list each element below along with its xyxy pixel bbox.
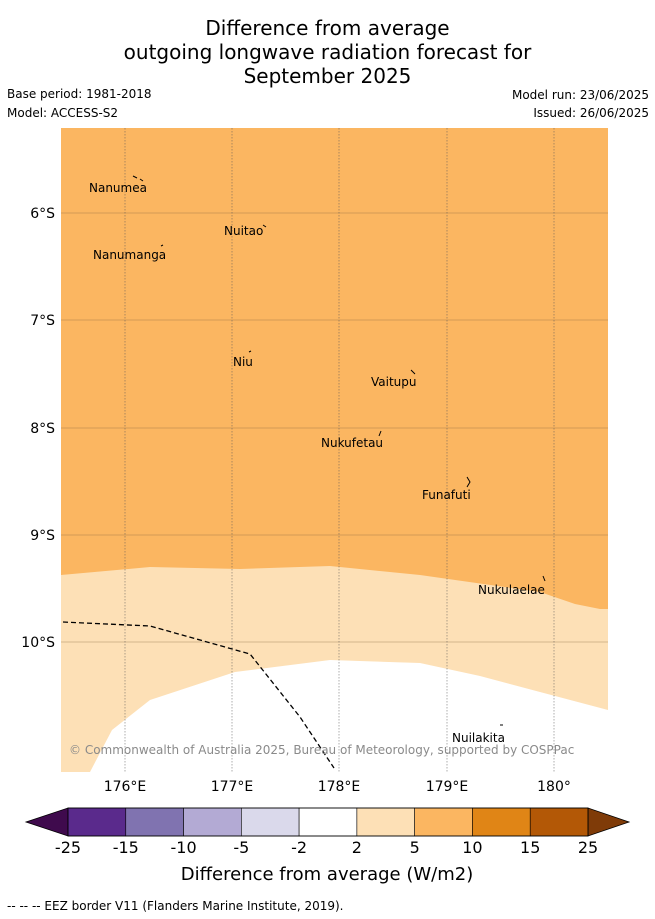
colorbar-outline — [67, 807, 589, 837]
title-line-1: Difference from average — [205, 16, 450, 40]
map-area: Nanumea Nuitao Nanumanga Niu Vaitupu Nuk… — [61, 128, 608, 772]
place-funafuti: Funafuti — [422, 488, 471, 502]
place-nuitao: Nuitao — [224, 224, 263, 238]
lon-tick-177e: 177°E — [211, 779, 254, 795]
model-name: Model: ACCESS-S2 — [7, 106, 119, 120]
title-line-2: outgoing longwave radiation forecast for — [123, 40, 532, 64]
lon-tick-178e: 178°E — [318, 779, 361, 795]
colorbar-box-7 — [472, 807, 531, 837]
colorbar-title: Difference from average (W/m2) — [181, 864, 473, 885]
colorbar-tick-label: 5 — [410, 838, 420, 857]
colorbar-box-1 — [125, 807, 184, 837]
colorbar-box-0 — [67, 807, 127, 837]
eez-footnote: -- -- -- EEZ border V11 (Flanders Marine… — [7, 899, 344, 913]
colorbar-box-6 — [414, 807, 473, 837]
place-nukufetau: Nukufetau — [321, 436, 383, 450]
place-nanumanga: Nanumanga — [93, 248, 166, 262]
colorbar-tick-label: -15 — [113, 838, 139, 857]
colorbar-tick-label: 10 — [462, 838, 482, 857]
lon-tick-179e: 179°E — [426, 779, 469, 795]
lat-tick-10s: 10°S — [21, 635, 55, 651]
colorbar-tick-label: -2 — [291, 838, 307, 857]
lon-tick-176e: 176°E — [104, 779, 147, 795]
place-nanumea: Nanumea — [89, 181, 147, 195]
lat-tick-6s: 6°S — [30, 206, 55, 222]
colorbar-tick-label: 15 — [520, 838, 540, 857]
colorbar-box-3 — [241, 807, 300, 837]
lat-tick-7s: 7°S — [30, 313, 55, 329]
colorbar-box-4 — [298, 807, 358, 837]
lat-axis: 6°S 7°S 8°S 9°S 10°S — [21, 206, 55, 651]
colorbar-extend-low — [24, 807, 69, 837]
lon-tick-180: 180° — [537, 779, 571, 795]
chart-title: Difference from average outgoing longwav… — [0, 16, 655, 88]
colorbar-tick-label: -25 — [55, 838, 81, 857]
colorbar-tick-label: 2 — [352, 838, 362, 857]
colorbar-extend-high — [587, 807, 631, 837]
lat-gridlines — [61, 212, 608, 643]
colorbar-box-5 — [356, 807, 415, 837]
lat-tick-8s: 8°S — [30, 421, 55, 437]
colorbar-tick-label: -5 — [233, 838, 249, 857]
place-vaitupu: Vaitupu — [371, 375, 417, 389]
lon-axis: 176°E 177°E 178°E 179°E 180° — [104, 779, 571, 795]
island-outlines — [132, 175, 546, 726]
base-period: Base period: 1981-2018 — [7, 87, 152, 101]
lon-gridlines — [124, 128, 555, 772]
colorbar: -25 -15 -10 -5 -2 2 5 10 15 25 Difference from av… — [24, 807, 631, 885]
place-niu: Niu — [233, 355, 253, 369]
copyright-notice: © Commonwealth of Australia 2025, Bureau… — [69, 743, 574, 757]
colorbar-tick-label: -10 — [170, 838, 196, 857]
lat-tick-9s: 9°S — [30, 528, 55, 544]
band-neutral — [90, 660, 608, 772]
eez-border — [62, 621, 335, 769]
colorbar-box-2 — [183, 807, 242, 837]
place-nuilakita: Nuilakita — [452, 731, 505, 745]
place-nukulaelae: Nukulaelae — [478, 583, 545, 597]
model-run: Model run: 23/06/2025 — [511, 88, 649, 102]
colorbar-box-8 — [529, 807, 589, 837]
title-line-3: September 2025 — [243, 64, 412, 88]
colorbar-tick-label: 25 — [578, 838, 598, 857]
issued-date: Issued: 26/06/2025 — [533, 106, 649, 120]
